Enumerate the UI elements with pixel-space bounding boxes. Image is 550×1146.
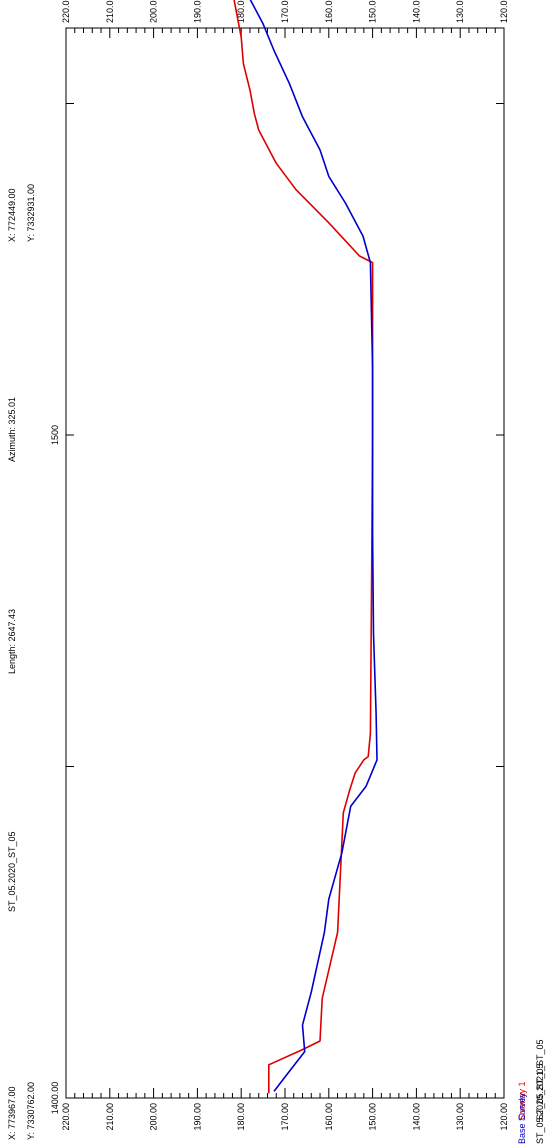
elev-tick-label-bottom: 200.00 (149, 1103, 159, 1131)
elev-tick-label-top: 130.00 (455, 0, 465, 23)
elev-tick-label-bottom: 130.00 (455, 1103, 465, 1131)
elev-tick-label-bottom: 150.00 (368, 1103, 378, 1131)
elev-tick-label-top: 200.00 (149, 0, 159, 23)
legend-overlay-label: Overlay 1 (517, 1081, 527, 1120)
elev-tick-label-bottom: 190.00 (192, 1103, 202, 1131)
end-x-label: X: 772449.00 (7, 188, 17, 242)
tick-labels: 220.00 220.00 210.00 210.00 200.00 200.00 190.… (50, 0, 509, 1131)
section-name-label: ST_05.2020_ST_05 (7, 831, 17, 912)
elev-tick-label-top: 210.00 (105, 0, 115, 23)
azimuth-label: Azimuth: 325.01 (7, 397, 17, 462)
elev-tick-label-bottom: 140.00 (411, 1103, 421, 1131)
elev-tick-label-bottom: 180.00 (236, 1103, 246, 1131)
end-y-label: Y: 7332931.00 (26, 184, 36, 242)
legend-base-label: Base Survey (517, 1092, 527, 1144)
elev-tick-label-bottom: 120.00 (499, 1103, 509, 1131)
elev-tick-label-top: 170.00 (280, 0, 290, 23)
start-y-label: Y: 7330762.00 (26, 1082, 36, 1140)
legend-overlay-sub: ST_05.2021_ST_05 (535, 1039, 545, 1120)
plot-frame (65, 27, 505, 1099)
elev-tick-label-top: 150.00 (368, 0, 378, 23)
dist-tick-label: 1400.00 (50, 1082, 60, 1115)
tick-marks (65, 28, 505, 1099)
elev-tick-label-bottom: 220.00 (61, 1103, 71, 1131)
elev-tick-label-bottom: 210.00 (105, 1103, 115, 1131)
elev-tick-label-bottom: 170.00 (280, 1103, 290, 1131)
elev-tick-label-top: 220.00 (61, 0, 71, 23)
start-x-label: X: 773967.00 (7, 1086, 17, 1140)
elev-tick-label-top: 140.00 (411, 0, 421, 23)
base-survey-line (249, 0, 378, 1092)
dist-tick-label: 1500 (50, 425, 60, 445)
legend-base-sub: ST_05.2020_ST_05 (535, 1063, 545, 1144)
length-label: Length: 2647.43 (7, 609, 17, 674)
elev-tick-label-top: 190.00 (192, 0, 202, 23)
elev-tick-label-top: 120.00 (499, 0, 509, 23)
overlay-1-line (233, 0, 374, 1094)
series-lines (233, 0, 378, 1094)
elev-tick-label-bottom: 160.00 (324, 1103, 334, 1131)
elev-tick-label-top: 160.00 (324, 0, 334, 23)
elev-tick-label-top: 180.00 (236, 0, 246, 23)
